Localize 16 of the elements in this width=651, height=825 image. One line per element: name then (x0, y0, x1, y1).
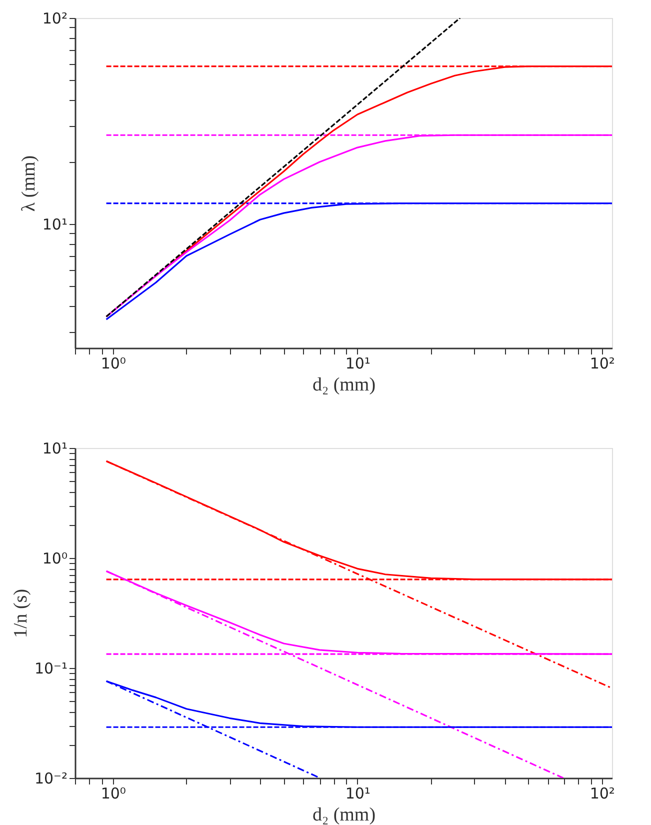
x-axis-title: d₂ (mm) (312, 374, 376, 396)
y-tick-label: 10⁻² (34, 770, 68, 788)
y-tick-label: 10⁰ (42, 550, 68, 568)
y-tick-label: 10² (42, 10, 68, 28)
y-tick-label: 10¹ (42, 215, 68, 234)
x-tick-label: 10⁰ (100, 784, 126, 802)
y-axis-title: λ (mm) (18, 155, 40, 212)
x-tick-label: 10¹ (345, 784, 370, 802)
x-tick-label: 10¹ (345, 354, 370, 372)
x-tick-label: 10² (590, 784, 615, 802)
x-tick-label: 10⁰ (100, 354, 126, 372)
y-tick-label: 10⁻¹ (34, 660, 68, 678)
x-tick-label: 10² (590, 354, 615, 372)
x-axis-title: d₂ (mm) (312, 804, 376, 825)
y-tick-label: 10¹ (42, 440, 68, 458)
y-axis-title: 1/n (s) (10, 588, 32, 638)
